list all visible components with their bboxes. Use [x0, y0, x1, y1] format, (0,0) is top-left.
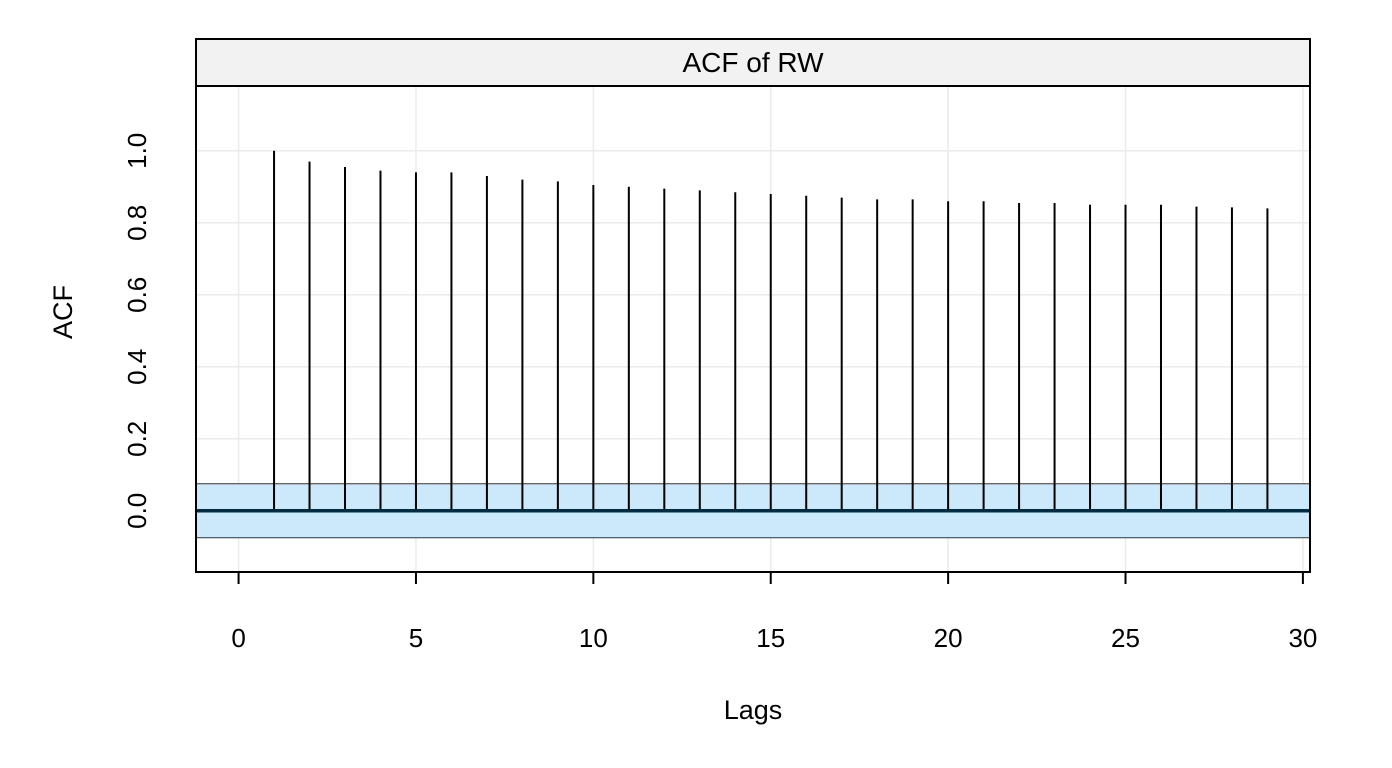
y-tick-label: 0.2	[122, 421, 152, 457]
y-tick-label: 1.0	[122, 133, 152, 169]
x-tick-label: 25	[1111, 623, 1140, 653]
acf-spikes	[273, 150, 1269, 511]
x-tick-label: 0	[231, 623, 245, 653]
x-tick-label: 15	[756, 623, 785, 653]
x-axis: 0 5 10 15 20 25 30	[231, 572, 1317, 653]
chart-title: ACF of RW	[682, 47, 824, 78]
x-axis-title: Lags	[724, 695, 783, 725]
y-tick-label: 0.4	[122, 349, 152, 385]
y-axis-title: ACF	[48, 285, 78, 339]
x-tick-label: 10	[579, 623, 608, 653]
strip-frame	[195, 38, 1311, 87]
y-axis: 0.0 0.2 0.4 0.6 0.8 1.0	[122, 133, 152, 529]
x-tick-label: 20	[934, 623, 963, 653]
x-tick-label: 30	[1288, 623, 1317, 653]
y-tick-label: 0.8	[122, 205, 152, 241]
y-tick-label: 0.6	[122, 277, 152, 313]
x-tick-label: 5	[409, 623, 423, 653]
strip-background	[196, 39, 1310, 86]
y-tick-label: 0.0	[122, 493, 152, 529]
